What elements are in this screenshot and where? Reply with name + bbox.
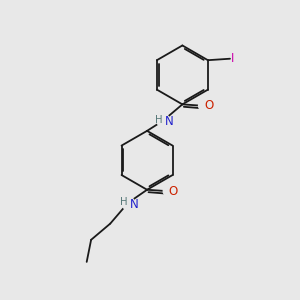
Text: H: H xyxy=(120,197,127,207)
Text: H: H xyxy=(155,115,163,125)
Text: O: O xyxy=(169,185,178,198)
Circle shape xyxy=(122,196,134,209)
Circle shape xyxy=(199,101,208,111)
Text: O: O xyxy=(204,99,213,112)
Circle shape xyxy=(163,186,173,196)
Circle shape xyxy=(157,114,170,127)
Text: N: N xyxy=(165,115,174,128)
Text: I: I xyxy=(231,52,235,65)
Text: N: N xyxy=(130,198,138,211)
